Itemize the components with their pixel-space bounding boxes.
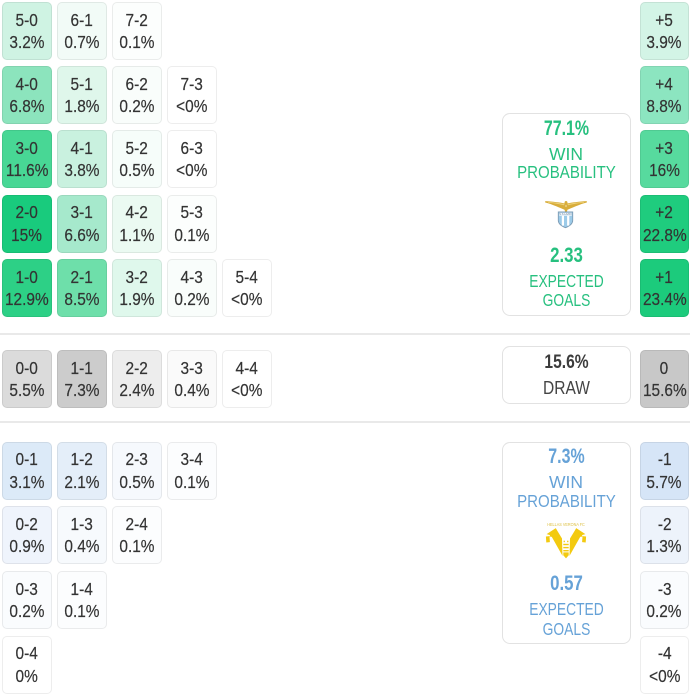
- svg-text:HELLAS VERONA FC: HELLAS VERONA FC: [547, 522, 585, 527]
- svg-text:S.S.LAZIO: S.S.LAZIO: [559, 212, 571, 216]
